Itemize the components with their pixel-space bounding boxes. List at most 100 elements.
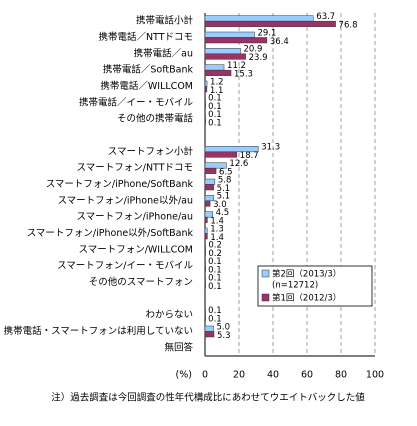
bar bbox=[204, 178, 216, 185]
bar bbox=[204, 80, 208, 87]
x-tick-label: 40 bbox=[267, 370, 279, 381]
bar bbox=[204, 64, 225, 71]
bar bbox=[204, 314, 206, 321]
y-tick-label: スマートフォン/イー・モバイル bbox=[57, 261, 193, 272]
y-tick-label: 携帯電話／イー・モバイル bbox=[79, 96, 194, 108]
bar bbox=[204, 151, 238, 158]
x-tick-label: 0 bbox=[202, 370, 208, 381]
y-tick-label: わからない bbox=[145, 310, 193, 321]
data-label: 6.5 bbox=[219, 167, 233, 177]
data-label: 1.4 bbox=[210, 233, 224, 243]
data-label: 0.1 bbox=[208, 257, 222, 267]
data-label: 4.5 bbox=[216, 208, 230, 218]
bar bbox=[204, 216, 208, 223]
footnote: 注）過去調査は今回調査の性年代構成比にあわせてウエイトバックした値 bbox=[51, 392, 365, 404]
bar bbox=[204, 265, 206, 272]
bar bbox=[204, 167, 217, 174]
data-label: 0.1 bbox=[208, 102, 222, 112]
y-tick-label: 携帯電話／au bbox=[134, 47, 193, 59]
bar bbox=[204, 184, 214, 191]
bar bbox=[204, 249, 206, 256]
data-label: 0.2 bbox=[208, 241, 222, 251]
legend-note: (n=12712) bbox=[272, 281, 318, 291]
bar bbox=[204, 309, 206, 316]
bar bbox=[204, 102, 206, 109]
bar bbox=[204, 244, 206, 251]
y-tick-label: スマートフォン/iPhone/SoftBank bbox=[46, 179, 194, 190]
data-label: 23.9 bbox=[249, 53, 268, 63]
data-label: 1.3 bbox=[210, 224, 224, 234]
y-tick-label: 携帯電話／WILLCOM bbox=[100, 80, 193, 92]
data-label: 5.0 bbox=[217, 322, 231, 332]
legend-label: 第2回（2013/3） bbox=[272, 269, 341, 280]
bar bbox=[204, 325, 214, 332]
bar bbox=[204, 260, 206, 267]
bar bbox=[204, 276, 206, 283]
data-label: 3.0 bbox=[213, 200, 227, 210]
bar bbox=[204, 69, 232, 76]
data-label: 11.2 bbox=[227, 61, 246, 71]
y-tick-label: スマートフォン/iPhone以外/au bbox=[57, 194, 193, 206]
data-label: 1.4 bbox=[210, 216, 224, 226]
data-label: 29.1 bbox=[257, 28, 276, 38]
data-label: 1.2 bbox=[210, 77, 224, 87]
data-label: 1.1 bbox=[210, 86, 224, 96]
data-label: 0.1 bbox=[208, 265, 222, 275]
bar bbox=[204, 97, 206, 104]
bar bbox=[204, 48, 241, 55]
data-label: 0.1 bbox=[208, 273, 222, 283]
bar bbox=[204, 53, 246, 60]
data-label: 0.1 bbox=[208, 314, 222, 324]
bar bbox=[204, 233, 208, 240]
data-label: 5.8 bbox=[218, 175, 232, 185]
y-tick-label: 携帯電話小計 bbox=[136, 15, 194, 27]
data-label: 0.1 bbox=[208, 118, 222, 128]
y-tick-label: 携帯電話／SoftBank bbox=[103, 64, 194, 76]
y-tick-label: スマートフォン/iPhone/au bbox=[76, 212, 193, 223]
y-tick-label: その他の携帯電話 bbox=[117, 113, 194, 125]
data-label: 0.1 bbox=[208, 306, 222, 316]
y-tick-label: その他のスマートフォン bbox=[89, 276, 193, 288]
data-label: 5.1 bbox=[217, 192, 231, 202]
data-label: 31.3 bbox=[261, 143, 280, 153]
data-label: 12.6 bbox=[229, 159, 248, 169]
bar bbox=[204, 31, 255, 38]
bar bbox=[204, 15, 314, 22]
x-axis-label: (%) bbox=[176, 370, 192, 381]
bar bbox=[204, 227, 208, 234]
x-tick-label: 80 bbox=[335, 370, 347, 381]
bar bbox=[204, 37, 268, 44]
data-label: 18.7 bbox=[240, 151, 259, 161]
data-label: 20.9 bbox=[244, 45, 263, 55]
data-label: 0.1 bbox=[208, 94, 222, 104]
x-tick-label: 100 bbox=[366, 370, 384, 381]
bar bbox=[204, 331, 215, 338]
x-tick-label: 60 bbox=[301, 370, 313, 381]
bar bbox=[204, 211, 213, 218]
data-label: 0.1 bbox=[208, 282, 222, 292]
bar bbox=[204, 20, 336, 27]
bar bbox=[204, 200, 211, 207]
bar bbox=[204, 118, 206, 125]
y-tick-label: 携帯電話／NTTドコモ bbox=[98, 31, 193, 43]
data-label: 5.3 bbox=[217, 331, 231, 341]
legend-swatch bbox=[261, 293, 270, 302]
data-label: 0.1 bbox=[208, 110, 222, 120]
legend-swatch bbox=[261, 269, 270, 278]
bar bbox=[204, 86, 208, 93]
data-label: 0.2 bbox=[208, 249, 222, 259]
y-tick-label: 携帯電話・スマートフォンは利用していない bbox=[4, 325, 193, 337]
y-tick-label: 無回答 bbox=[164, 341, 193, 353]
y-tick-label: スマートフォン小計 bbox=[108, 145, 194, 157]
data-label: 36.4 bbox=[270, 37, 289, 47]
data-label: 15.3 bbox=[234, 69, 253, 79]
data-label: 5.1 bbox=[217, 184, 231, 194]
bar bbox=[204, 113, 206, 120]
bar bbox=[204, 282, 206, 289]
legend-label: 第1回（2012/3） bbox=[272, 293, 341, 304]
legend-box bbox=[257, 265, 373, 307]
y-tick-label: スマートフォン/NTTドコモ bbox=[77, 163, 193, 174]
x-tick-label: 20 bbox=[233, 370, 245, 381]
y-tick-label: スマートフォン/WILLCOM bbox=[78, 244, 193, 255]
